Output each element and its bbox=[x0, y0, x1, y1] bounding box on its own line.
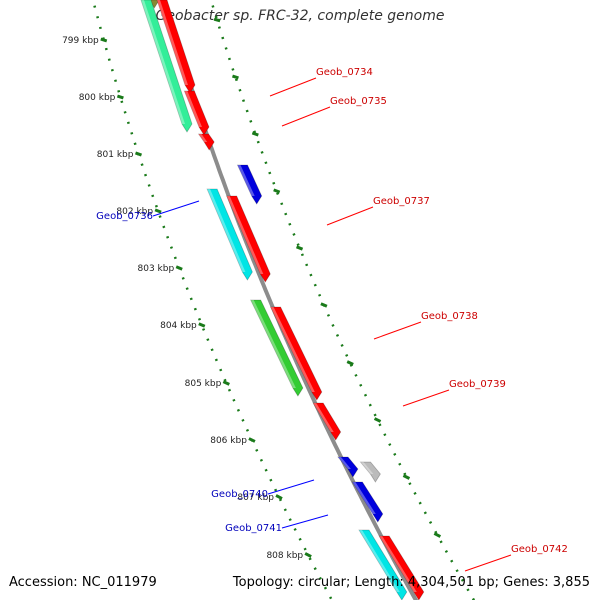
gene-label-geob-0742[interactable]: Geob_0742 bbox=[511, 544, 568, 555]
gene-label-leader bbox=[402, 389, 450, 407]
gene-feature-red bbox=[269, 306, 323, 401]
ruler-dotted-right bbox=[209, 0, 476, 600]
gene-feature-highlight bbox=[207, 189, 246, 272]
kbp-tick-label: 802 kbp bbox=[116, 207, 153, 217]
gene-feature-mint bbox=[140, 0, 193, 133]
kbp-tick-mark-right bbox=[402, 474, 411, 480]
kbp-tick-mark bbox=[116, 94, 124, 100]
kbp-tick-label: 800 kbp bbox=[79, 93, 116, 103]
kbp-tick-mark-right bbox=[433, 532, 442, 538]
topology-text: Topology: circular; Length: 4,304,501 bp… bbox=[232, 575, 590, 590]
gene-feature-highlight bbox=[270, 307, 315, 392]
gene-feature-highlight bbox=[359, 530, 400, 592]
gene-feature-highlight bbox=[250, 300, 296, 388]
gene-label-leader bbox=[326, 206, 374, 226]
kbp-tick-label: 804 kbp bbox=[160, 321, 197, 331]
gene-feature-blue bbox=[236, 164, 263, 205]
gene-label-leader bbox=[373, 321, 422, 340]
gene-feature-highlight bbox=[338, 457, 351, 469]
ruler-dotted-left bbox=[91, 0, 334, 600]
gene-feature-blue bbox=[351, 481, 384, 523]
gene-label-leader bbox=[464, 554, 512, 572]
kbp-tick-mark-right bbox=[373, 417, 382, 423]
gene-feature-red bbox=[197, 133, 215, 151]
gene-label-geob-0734[interactable]: Geob_0734 bbox=[316, 67, 373, 78]
accession-text: Accession: NC_011979 bbox=[9, 575, 157, 590]
gene-label-geob-0735[interactable]: Geob_0735 bbox=[330, 96, 387, 107]
kbp-tick-mark bbox=[198, 322, 206, 328]
gene-feature-highlight bbox=[226, 196, 264, 274]
gene-feature-red bbox=[226, 195, 271, 283]
kbp-tick-label: 803 kbp bbox=[138, 264, 175, 274]
gene-label-leader bbox=[269, 77, 317, 97]
gene-label-leader bbox=[281, 514, 329, 529]
kbp-tick-mark bbox=[134, 151, 142, 157]
kbp-tick-label: 801 kbp bbox=[97, 150, 134, 160]
kbp-tick-mark bbox=[304, 552, 312, 558]
gene-feature-olive bbox=[147, 0, 160, 9]
kbp-tick-mark-right bbox=[251, 131, 259, 137]
kbp-tick-label: 799 kbp bbox=[62, 36, 99, 46]
kbp-tick-mark bbox=[175, 265, 183, 271]
kbp-tick-label: 808 kbp bbox=[266, 551, 303, 561]
gene-label-geob-0739[interactable]: Geob_0739 bbox=[449, 379, 506, 390]
gene-feature-highlight bbox=[237, 165, 255, 196]
kbp-tick-mark-right bbox=[295, 245, 304, 251]
gene-feature-red bbox=[378, 535, 425, 600]
gene-feature-highlight bbox=[184, 91, 202, 127]
genome-title: Geobacter sp. FRC-32, complete genome bbox=[155, 8, 445, 24]
gene-feature-highlight bbox=[157, 0, 188, 85]
gene-feature-red bbox=[312, 402, 342, 441]
gene-feature-red bbox=[156, 0, 196, 94]
gene-feature-red bbox=[183, 90, 210, 136]
gene-label-geob-0741[interactable]: Geob_0741 bbox=[225, 523, 282, 534]
gene-feature-blue bbox=[337, 456, 359, 478]
gene-label-geob-0740[interactable]: Geob_0740 bbox=[211, 489, 268, 500]
gene-label-geob-0738[interactable]: Geob_0738 bbox=[421, 311, 478, 322]
gene-feature-cyan bbox=[358, 529, 408, 600]
gene-feature-highlight bbox=[141, 0, 185, 124]
kbp-tick-mark-right bbox=[320, 302, 328, 308]
gene-feature-highlight bbox=[313, 403, 334, 432]
gene-feature-highlight bbox=[198, 134, 208, 142]
gene-feature-gray bbox=[359, 461, 381, 483]
gene-feature-highlight bbox=[360, 462, 374, 474]
gene-label-geob-0736[interactable]: Geob_0736 bbox=[96, 211, 153, 222]
kbp-tick-mark-right bbox=[273, 188, 281, 194]
kbp-tick-label: 805 kbp bbox=[185, 379, 222, 389]
kbp-tick-mark-right bbox=[213, 17, 221, 23]
kbp-tick-mark bbox=[222, 380, 230, 386]
kbp-tick-mark-right bbox=[232, 74, 239, 80]
gene-label-leader bbox=[281, 106, 331, 127]
kbp-tick-mark-right bbox=[346, 360, 354, 366]
kbp-tick-mark bbox=[154, 208, 162, 214]
kbp-tick-label: 807 kbp bbox=[237, 493, 274, 503]
gene-label-geob-0737[interactable]: Geob_0737 bbox=[373, 196, 430, 207]
gene-label-leader bbox=[267, 479, 315, 495]
kbp-tick-mark bbox=[248, 437, 256, 443]
gene-feature-highlight bbox=[379, 536, 417, 592]
kbp-tick-mark bbox=[100, 37, 108, 43]
gene-feature-highlight bbox=[352, 482, 376, 514]
gene-feature-cyan bbox=[206, 188, 253, 281]
gene-feature-green bbox=[250, 299, 304, 397]
gene-label-leader bbox=[152, 200, 200, 217]
kbp-tick-mark bbox=[275, 494, 283, 500]
kbp-tick-label: 806 kbp bbox=[210, 436, 247, 446]
